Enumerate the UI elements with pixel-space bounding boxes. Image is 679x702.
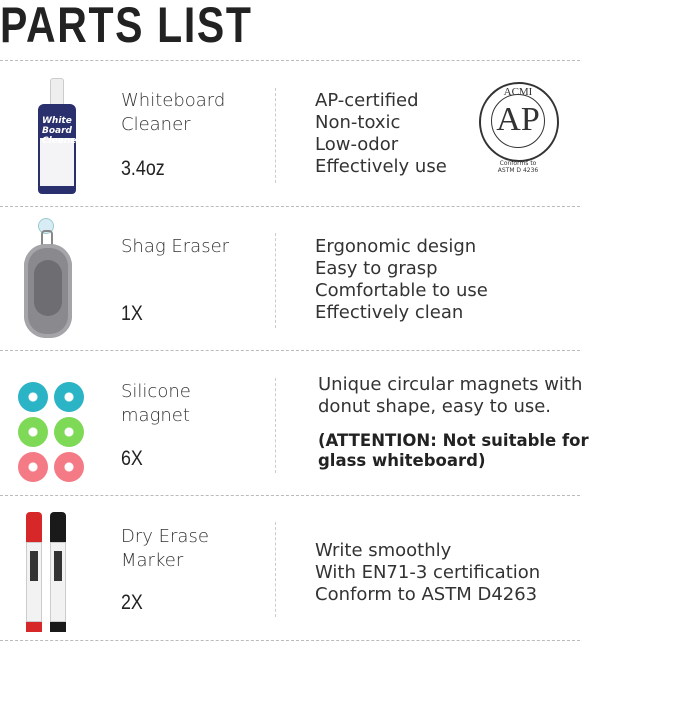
magnet [54,382,84,412]
magnet [18,382,48,412]
marker [26,512,42,632]
column-divider [275,522,276,617]
item-quantity: 1X [121,302,143,325]
donut-magnets-icon [18,382,86,482]
column-divider [275,378,276,473]
item-name: Dry Erase Marker [121,526,209,571]
divider [0,640,580,641]
spray-bottle-icon: White Board Cleaner [34,78,82,196]
column-divider [275,88,276,183]
magnet [18,452,48,482]
divider [0,206,580,207]
column-divider [275,233,276,328]
divider [0,350,580,351]
page-title: PARTS LIST [0,0,253,53]
item-name: Whiteboard Cleaner [121,90,226,135]
item-features: Unique circular magnets with donut shape,… [318,374,583,417]
magnet [54,452,84,482]
item-features: Write smoothly With EN71-3 certification C… [315,540,541,605]
item-name: Silicone magnet [121,381,191,426]
item-quantity: 2X [121,591,143,614]
item-features: AP-certified Non-toxic Low-odor Effectively… [315,90,447,177]
magnet [54,417,84,447]
item-name: Shag Eraser [121,236,230,257]
item-features: Ergonomic design Easy to grasp Comfortable… [315,236,488,323]
item-quantity: 6X [121,447,143,470]
attention-note: (ATTENTION: Not suitable for glass whiteb… [318,431,589,470]
divider [0,495,580,496]
shag-eraser-icon [22,218,76,340]
marker [50,512,66,632]
divider [0,60,580,61]
markers-icon [26,512,76,634]
item-quantity: 3.4oz [121,157,165,180]
acmi-ap-seal: ACMI AP Conforms to ASTM D 4236 [476,82,566,178]
magnet [18,417,48,447]
